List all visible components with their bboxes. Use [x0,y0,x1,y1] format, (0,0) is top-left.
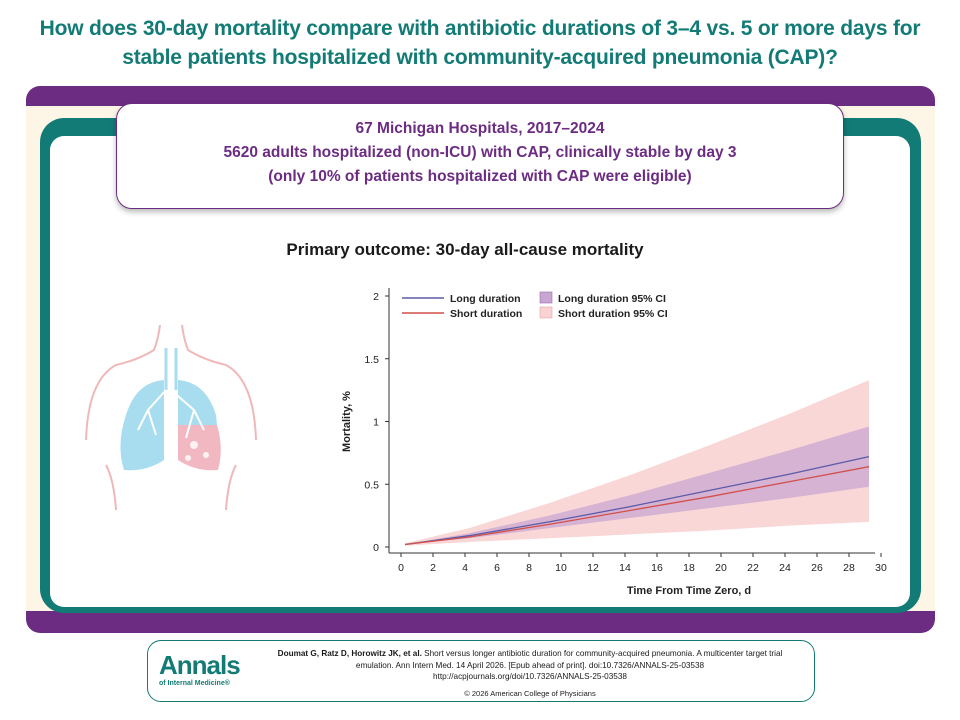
copyright: © 2026 American College of Physicians [464,689,596,698]
y-tick-label: 0 [373,542,379,554]
citation-url[interactable]: http://acpjournals.org/doi/10.7326/ANNAL… [433,672,627,681]
y-tick-label: 1.5 [364,354,379,366]
outcome-heading: Primary outcome: 30-day all-cause mortal… [286,240,644,259]
title-line-2: stable patients hospitalized with commun… [122,46,838,69]
x-tick-label: 22 [747,562,759,574]
legend-short-ci: Short duration 95% CI [558,308,668,320]
legend-long-ci: Long duration 95% CI [558,293,666,305]
annals-logo: Annals [159,650,241,680]
y-tick-label: 2 [373,291,379,303]
legend-short-ci-swatch [539,306,553,319]
annals-logo-subtitle: of Internal Medicine® [159,680,230,687]
x-tick-label: 2 [430,562,436,574]
y-tick-label: 0.5 [364,479,379,491]
title-line-1: How does 30-day mortality compare with a… [39,17,921,40]
study-population: 5620 adults hospitalized (non-ICU) with … [223,144,737,161]
x-tick-label: 12 [587,562,599,574]
x-tick-label: 30 [875,562,887,574]
citation-authors: Doumat G, Ratz D, Horowitz JK, et al. [277,649,422,658]
short-duration-line [404,466,870,546]
citation-text: Doumat G, Ratz D, Horowitz JK, et al. Sh… [250,648,810,683]
page-title: How does 30-day mortality compare with a… [20,14,940,72]
x-tick-label: 6 [494,562,500,574]
study-hospitals: 67 Michigan Hospitals, 2017–2024 [355,120,605,137]
x-tick-label: 26 [811,562,823,574]
citation-title: Short versus longer antibiotic duration … [424,649,783,658]
legend-short-line: Short duration [450,308,522,320]
study-info-box: 67 Michigan Hospitals, 2017–2024 5620 ad… [116,103,844,209]
x-tick-label: 16 [651,562,663,574]
x-axis-label: Time From Time Zero, d [627,585,751,597]
y-tick-label: 1 [373,417,379,429]
x-tick-label: 8 [526,562,532,574]
y-axis-label: Mortality, % [341,391,353,452]
citation-box [147,640,815,702]
legend-long-line: Long duration [450,293,521,305]
legend-long-ci-swatch [539,291,553,304]
long-duration-ci-band [405,426,869,545]
x-tick-label: 4 [462,562,468,574]
x-tick-label: 18 [683,562,695,574]
citation-journal: emulation. Ann Intern Med. 14 April 2026… [355,660,705,670]
x-tick-label: 14 [619,562,631,574]
x-tick-label: 0 [398,562,404,574]
mortality-chart: 00.511.520 2 4 6 8 10 12 14 16 18 20 22 24 26 28 30Time… [341,288,887,597]
study-eligibility: (only 10% of patients hospitalized with … [268,168,692,185]
x-tick-label: 24 [779,562,791,574]
x-tick-label: 10 [555,562,567,574]
x-tick-label: 28 [843,562,855,574]
short-duration-ci-band [405,380,869,546]
x-tick-label: 20 [715,562,727,574]
lungs-icon [85,324,257,511]
long-duration-line [404,456,870,546]
